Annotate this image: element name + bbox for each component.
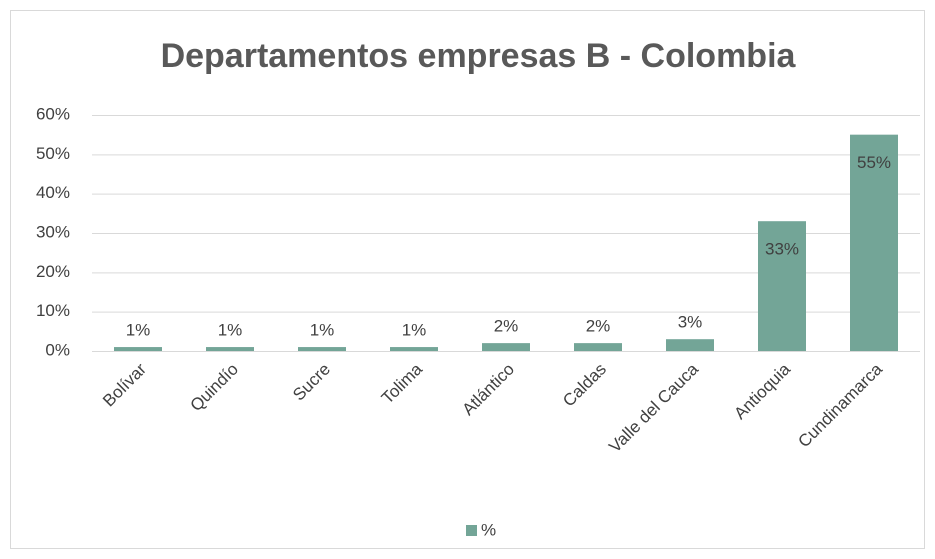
y-tick-label: 0% <box>45 340 70 359</box>
data-label: 1% <box>126 321 151 340</box>
y-tick-label: 30% <box>36 222 70 241</box>
bar <box>482 343 530 351</box>
y-tick-label: 60% <box>36 104 70 123</box>
legend-swatch <box>466 525 477 536</box>
data-label: 33% <box>765 240 799 259</box>
bar <box>390 347 438 351</box>
y-tick-label: 20% <box>36 262 70 281</box>
chart-title: Departamentos empresas B - Colombia <box>161 37 797 75</box>
bar <box>298 347 346 351</box>
y-tick-label: 40% <box>36 183 70 202</box>
bar <box>850 134 898 351</box>
bar <box>758 221 806 351</box>
legend-label: % <box>481 520 496 539</box>
data-label: 1% <box>218 321 243 340</box>
bar <box>206 347 254 351</box>
data-label: 1% <box>402 321 427 340</box>
data-label: 3% <box>678 313 703 332</box>
bar <box>574 343 622 351</box>
data-label: 55% <box>857 153 891 172</box>
data-label: 1% <box>310 321 335 340</box>
y-tick-label: 10% <box>36 301 70 320</box>
data-label: 2% <box>586 317 611 336</box>
bar <box>114 347 162 351</box>
data-label: 2% <box>494 317 519 336</box>
y-tick-label: 50% <box>36 144 70 163</box>
bar <box>666 339 714 351</box>
